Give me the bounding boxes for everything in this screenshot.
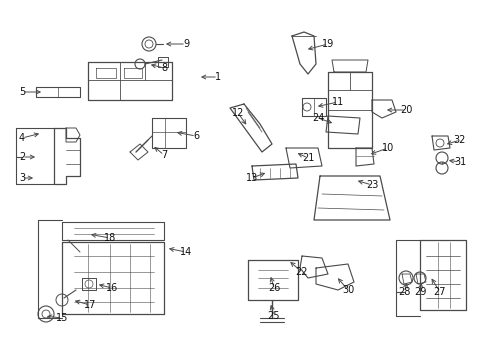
- Text: 11: 11: [331, 97, 344, 107]
- Text: 23: 23: [365, 180, 377, 190]
- Text: 25: 25: [267, 311, 280, 321]
- Text: 4: 4: [19, 133, 25, 143]
- Text: 27: 27: [433, 287, 446, 297]
- Text: 17: 17: [83, 300, 96, 310]
- Text: 19: 19: [321, 39, 333, 49]
- Text: 29: 29: [413, 287, 426, 297]
- Text: 15: 15: [56, 313, 68, 323]
- Text: 5: 5: [19, 87, 25, 97]
- Text: 21: 21: [301, 153, 314, 163]
- Text: 6: 6: [193, 131, 199, 141]
- Text: 31: 31: [453, 157, 465, 167]
- Text: 10: 10: [381, 143, 393, 153]
- Text: 24: 24: [311, 113, 324, 123]
- Text: 28: 28: [397, 287, 409, 297]
- Text: 30: 30: [341, 285, 353, 295]
- Text: 7: 7: [161, 150, 167, 160]
- Text: 8: 8: [161, 63, 167, 73]
- Text: 16: 16: [106, 283, 118, 293]
- Text: 20: 20: [399, 105, 411, 115]
- Text: 32: 32: [453, 135, 465, 145]
- Text: 9: 9: [183, 39, 189, 49]
- Text: 13: 13: [245, 173, 258, 183]
- Text: 2: 2: [19, 152, 25, 162]
- Text: 12: 12: [231, 108, 244, 118]
- Text: 26: 26: [267, 283, 280, 293]
- Text: 14: 14: [180, 247, 192, 257]
- Text: 22: 22: [295, 267, 307, 277]
- Text: 1: 1: [215, 72, 221, 82]
- Text: 18: 18: [103, 233, 116, 243]
- Text: 3: 3: [19, 173, 25, 183]
